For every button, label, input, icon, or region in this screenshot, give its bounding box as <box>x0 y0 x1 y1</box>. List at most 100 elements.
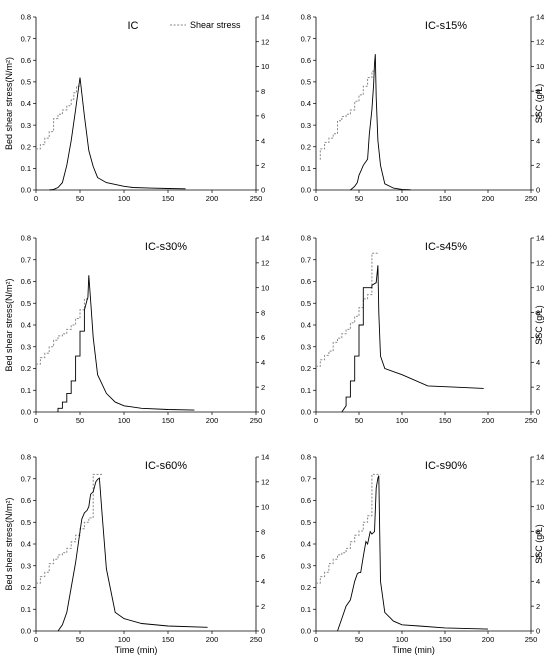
x-tick-label: 250 <box>250 194 263 203</box>
panel-title: IC <box>128 20 139 32</box>
y-tick-label-left: 0.2 <box>21 142 31 151</box>
y-tick-label-right: 6 <box>261 112 265 121</box>
y-tick-label-right: 6 <box>536 112 540 121</box>
y-tick-label-right: 10 <box>261 62 269 71</box>
y-tick-label-right: 4 <box>261 136 265 145</box>
y-tick-label-left: 0.6 <box>301 496 311 505</box>
y-tick-label-right: 4 <box>536 136 540 145</box>
shear-stress-line <box>316 252 379 367</box>
y-tick-label-right: 10 <box>536 62 544 71</box>
y-tick-label-right: 8 <box>536 527 540 536</box>
y2-axis-title: SSC (g/L) <box>534 305 544 345</box>
x-tick-label: 150 <box>162 416 175 425</box>
ssc-line <box>57 477 208 632</box>
y-tick-label-left: 0.8 <box>21 234 31 243</box>
y-tick-label-left: 0.8 <box>21 13 31 22</box>
y-tick-label-left: 0.7 <box>301 255 311 264</box>
y-tick-label-right: 2 <box>536 161 540 170</box>
x-tick-label: 100 <box>396 416 409 425</box>
y-axis-title: Bed shear stress(N/m²) <box>4 57 14 150</box>
y-tick-label-right: 2 <box>536 383 540 392</box>
panel-title: IC-s90% <box>425 460 467 472</box>
x-tick-label: 200 <box>482 416 495 425</box>
x-tick-label: 50 <box>355 416 363 425</box>
x-tick-label: 200 <box>482 194 495 203</box>
y-tick-label-left: 0.6 <box>301 277 311 286</box>
y-tick-label-right: 4 <box>261 577 265 586</box>
x-tick-label: 250 <box>250 635 263 644</box>
y-tick-label-right: 12 <box>261 259 269 268</box>
x-tick-label: 200 <box>206 635 219 644</box>
y-tick-label-left: 0.8 <box>301 234 311 243</box>
y-tick-label-right: 0 <box>536 408 540 417</box>
y-tick-label-left: 0.2 <box>21 583 31 592</box>
panel-title: IC-s45% <box>425 241 467 253</box>
y-tick-label-left: 0.3 <box>301 121 311 130</box>
y-tick-label-right: 4 <box>536 358 540 367</box>
x-tick-label: 100 <box>118 416 131 425</box>
ssc-line <box>337 475 489 632</box>
legend-label: Shear stress <box>190 20 241 30</box>
y-tick-label-left: 0.1 <box>21 386 31 395</box>
y-tick-label-left: 0.2 <box>301 583 311 592</box>
y-tick-label-right: 8 <box>261 527 265 536</box>
chart-panel-1: 0 50 100 150 200 2500.00.10.20.30.40.50.60.70… <box>4 13 269 203</box>
x-tick-label: 0 <box>314 635 318 644</box>
y-tick-label-right: 12 <box>261 37 269 46</box>
y-tick-label-right: 8 <box>536 87 540 96</box>
y-tick-label-left: 0.4 <box>21 99 31 108</box>
y-tick-label-left: 0.2 <box>21 364 31 373</box>
ssc-line <box>57 275 195 412</box>
chart-panel-2: 0 50 100 150 200 2500.00.10.20.30.40.50.60.70… <box>301 13 545 203</box>
y-tick-label-right: 8 <box>536 308 540 317</box>
x-tick-label: 150 <box>439 194 452 203</box>
y2-axis-title: SSC (g/L) <box>534 524 544 564</box>
x-axis-title: Time (min) <box>115 645 158 655</box>
shear-stress-line <box>316 473 381 584</box>
x-tick-label: 100 <box>396 635 409 644</box>
y-tick-label-left: 0.7 <box>21 34 31 43</box>
y-tick-label-right: 8 <box>261 87 265 96</box>
y-tick-label-right: 6 <box>536 552 540 561</box>
x-tick-label: 50 <box>76 635 84 644</box>
x-tick-label: 150 <box>439 416 452 425</box>
y-tick-label-right: 10 <box>261 502 269 511</box>
y-tick-label-right: 14 <box>536 453 544 462</box>
y-tick-label-left: 0.5 <box>301 518 311 527</box>
x-axis-title: Time (min) <box>392 645 435 655</box>
y-tick-label-right: 0 <box>261 627 265 636</box>
shear-stress-line <box>36 85 80 150</box>
x-tick-label: 0 <box>314 194 318 203</box>
y-tick-label-right: 4 <box>261 358 265 367</box>
y-tick-label-left: 0.5 <box>301 299 311 308</box>
y-tick-label-left: 0.2 <box>301 142 311 151</box>
x-tick-label: 50 <box>76 416 84 425</box>
x-tick-label: 50 <box>355 194 363 203</box>
y-tick-label-left: 0.5 <box>301 78 311 87</box>
y-tick-label-left: 0.4 <box>21 321 31 330</box>
x-tick-label: 0 <box>314 416 318 425</box>
y-tick-label-left: 0.3 <box>21 342 31 351</box>
y-tick-label-left: 0.7 <box>301 34 311 43</box>
y-tick-label-left: 0.4 <box>301 540 311 549</box>
y-tick-label-right: 12 <box>536 259 544 268</box>
y-tick-label-left: 0.0 <box>301 408 311 417</box>
x-tick-label: 150 <box>162 194 175 203</box>
y-tick-label-right: 6 <box>536 333 540 342</box>
y-tick-label-left: 0.1 <box>301 386 311 395</box>
y-tick-label-right: 10 <box>536 283 544 292</box>
y-tick-label-left: 0.5 <box>21 518 31 527</box>
y-tick-label-left: 0.0 <box>21 408 31 417</box>
chart-panel-4: 0 50 100 150 200 2500.00.10.20.30.40.50.60.70… <box>301 234 545 425</box>
y-tick-label-right: 12 <box>261 478 269 487</box>
shear-stress-line <box>36 473 102 584</box>
y-tick-label-left: 0.1 <box>21 164 31 173</box>
y-tick-label-right: 2 <box>261 602 265 611</box>
y-tick-label-left: 0.7 <box>21 474 31 483</box>
y-tick-label-right: 8 <box>261 308 265 317</box>
x-tick-label: 250 <box>525 194 538 203</box>
y-tick-label-right: 14 <box>536 13 544 22</box>
y-tick-label-left: 0.5 <box>21 299 31 308</box>
x-tick-label: 0 <box>34 416 38 425</box>
shear-stress-line <box>319 70 375 160</box>
